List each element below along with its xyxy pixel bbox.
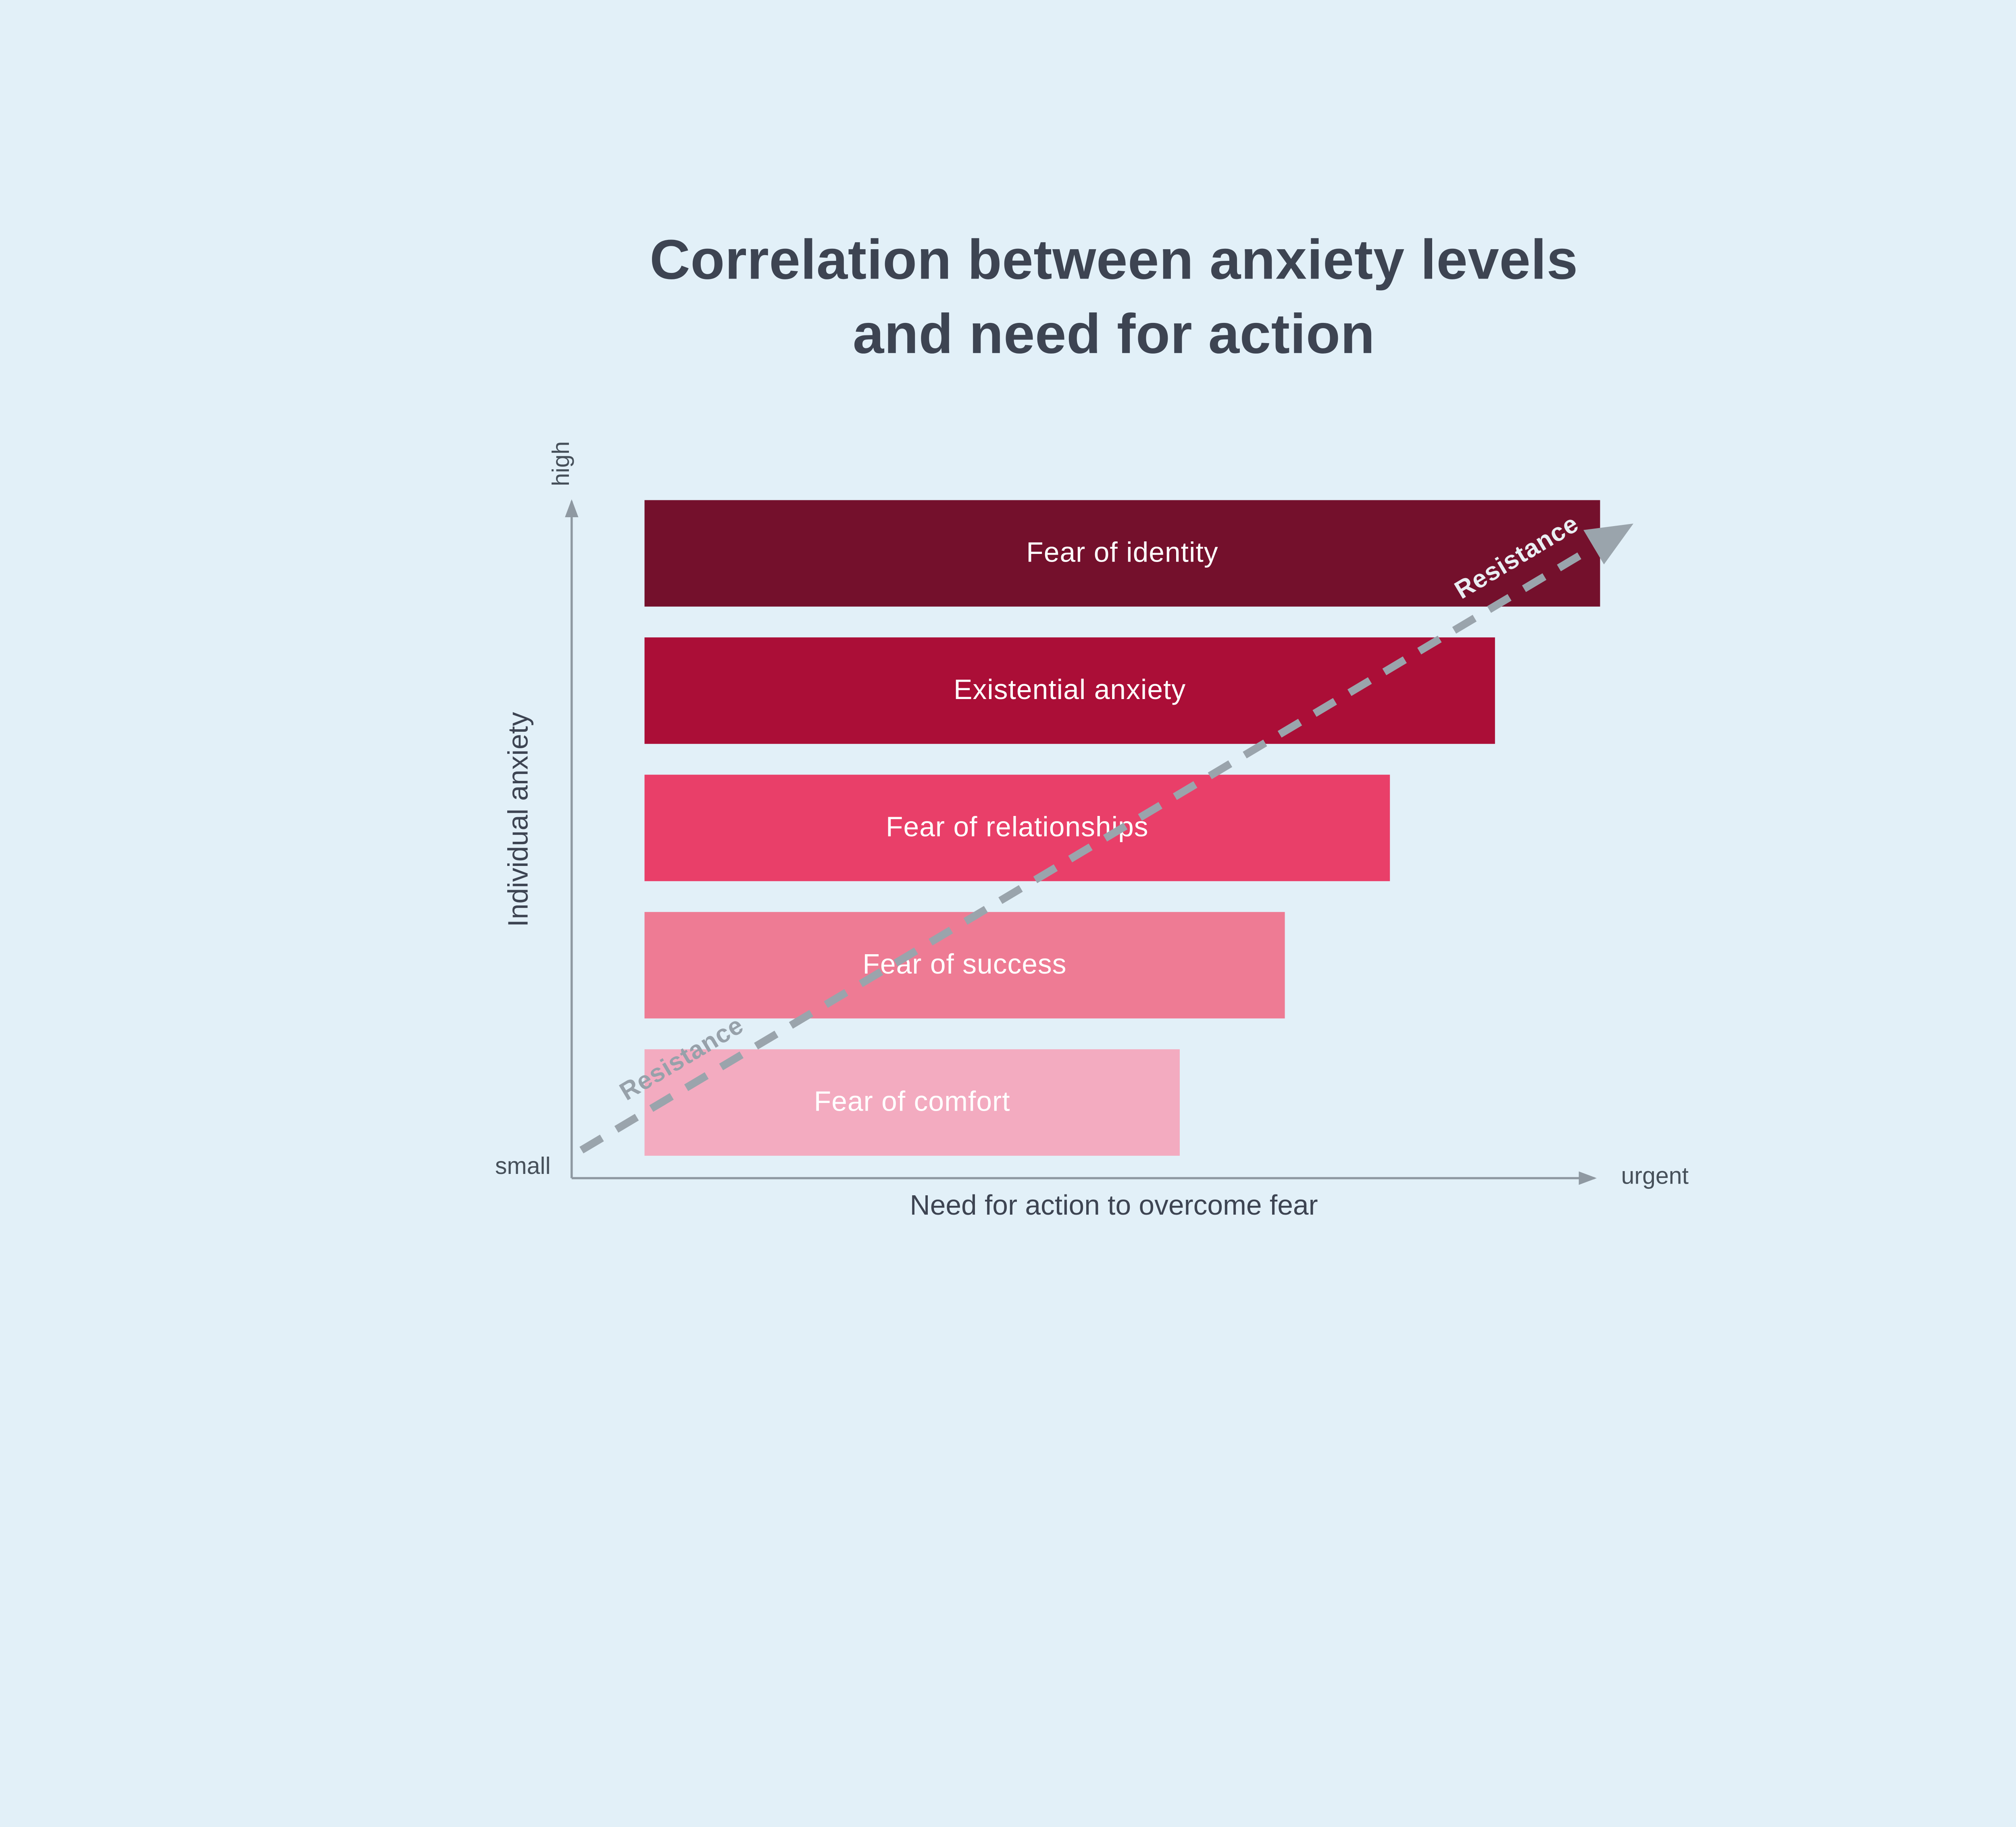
chart-title: Correlation between anxiety levels and n…: [560, 224, 1667, 372]
axis-origin-tick-small: small: [495, 1153, 551, 1180]
bar-label: Fear of comfort: [814, 1086, 1010, 1117]
x-axis-tick-urgent: urgent: [1621, 1163, 1689, 1190]
bar-2: Existential anxiety: [644, 637, 1495, 744]
bar-label: Fear of relationships: [886, 812, 1149, 843]
y-axis-title: Individual anxiety: [504, 712, 535, 927]
bar-label: Fear of success: [862, 949, 1067, 980]
bar-4: Fear of success: [644, 912, 1285, 1019]
bar-label: Existential anxiety: [954, 674, 1186, 705]
bar-1: Fear of identity: [644, 500, 1600, 607]
chart-title-line-2: and need for action: [852, 304, 1375, 366]
chart-title-line-1: Correlation between anxiety levels: [650, 229, 1578, 291]
x-axis-title: Need for action to overcome fear: [910, 1190, 1318, 1222]
bar-label: Fear of identity: [1026, 537, 1218, 568]
bar-5: Fear of comfort: [644, 1049, 1180, 1156]
y-axis-tick-high: high: [548, 441, 575, 487]
bar-3: Fear of relationships: [644, 774, 1390, 881]
